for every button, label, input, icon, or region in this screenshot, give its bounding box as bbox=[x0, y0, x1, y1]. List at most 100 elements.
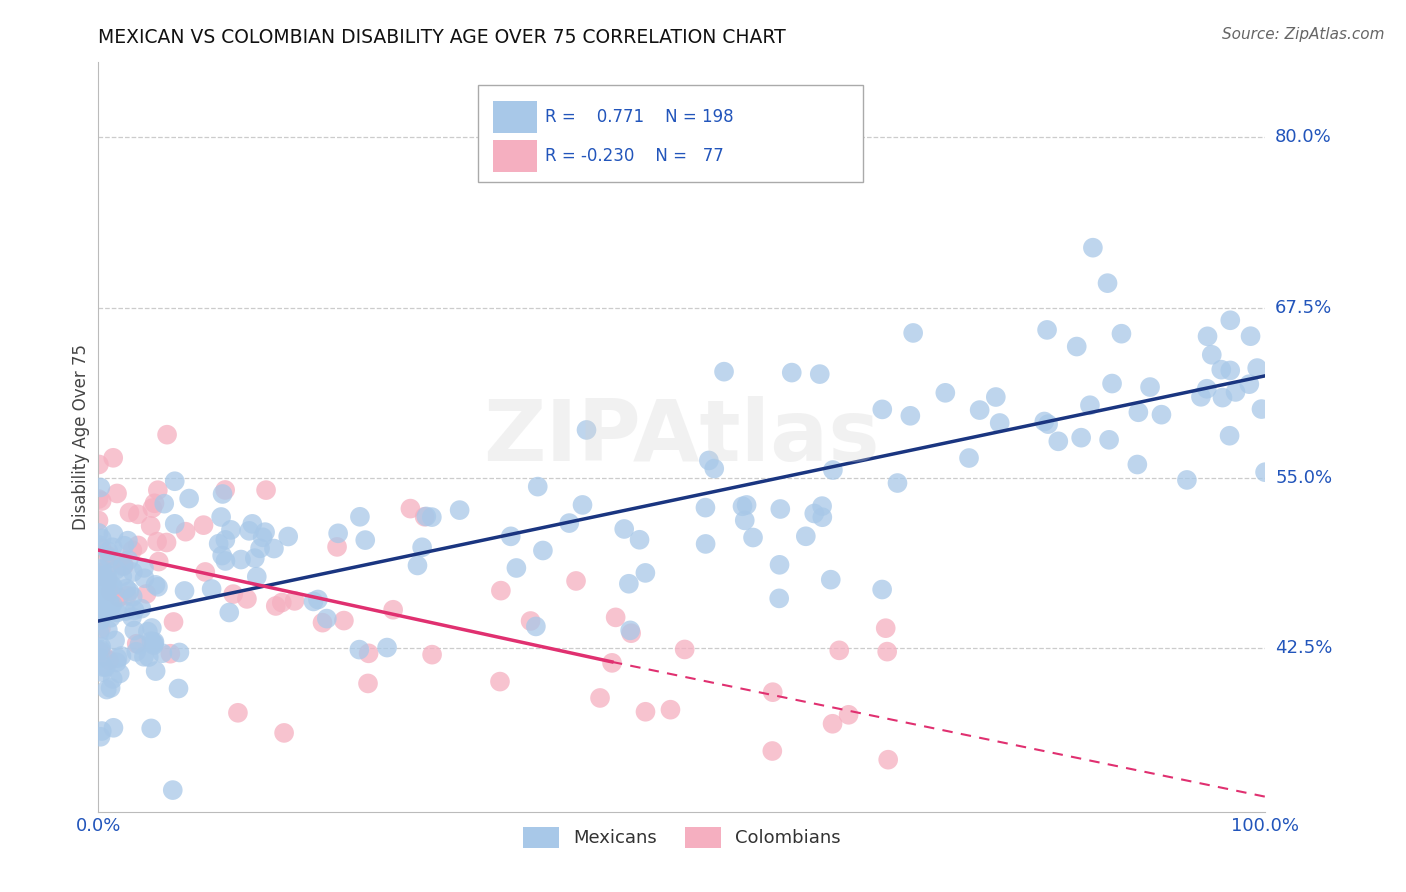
Point bbox=[957, 450, 980, 465]
Point bbox=[90, 622, 112, 636]
Point bbox=[98, 653, 121, 667]
Point bbox=[98, 584, 121, 599]
Point bbox=[349, 509, 371, 524]
Point bbox=[1239, 377, 1261, 392]
Point bbox=[90, 643, 112, 657]
Point bbox=[107, 651, 129, 665]
Point bbox=[575, 423, 598, 437]
Point bbox=[311, 615, 333, 630]
Point bbox=[101, 579, 124, 593]
Point bbox=[768, 558, 790, 572]
Point bbox=[179, 491, 201, 506]
Point bbox=[146, 483, 169, 498]
Point bbox=[104, 633, 127, 648]
Point bbox=[90, 494, 112, 508]
Point bbox=[589, 690, 612, 705]
Point bbox=[1078, 398, 1101, 412]
Point bbox=[97, 544, 120, 558]
Point bbox=[117, 553, 139, 567]
Point bbox=[613, 522, 636, 536]
Point bbox=[194, 565, 217, 579]
Point bbox=[143, 496, 166, 510]
Point bbox=[254, 483, 277, 497]
Point bbox=[811, 510, 834, 524]
Point bbox=[105, 606, 128, 620]
Point bbox=[101, 598, 124, 612]
Point bbox=[382, 603, 405, 617]
Point bbox=[969, 403, 991, 417]
Point bbox=[218, 606, 240, 620]
Point bbox=[768, 591, 790, 606]
Point bbox=[1101, 376, 1123, 391]
Point bbox=[138, 650, 160, 665]
Point bbox=[98, 595, 121, 609]
Point bbox=[162, 615, 184, 629]
Point bbox=[118, 506, 141, 520]
Point bbox=[89, 651, 111, 665]
Point bbox=[263, 541, 285, 556]
Point bbox=[1036, 323, 1059, 337]
Point bbox=[489, 674, 512, 689]
Text: 67.5%: 67.5% bbox=[1275, 299, 1333, 317]
Point bbox=[673, 642, 696, 657]
Point bbox=[240, 516, 263, 531]
Point bbox=[112, 539, 135, 553]
Point bbox=[499, 529, 522, 543]
Point bbox=[93, 660, 115, 674]
Point bbox=[659, 703, 682, 717]
Point bbox=[735, 498, 758, 512]
Point bbox=[713, 365, 735, 379]
Point bbox=[870, 582, 893, 597]
Point bbox=[96, 567, 118, 582]
Point bbox=[87, 458, 110, 472]
Point bbox=[249, 541, 271, 556]
Point bbox=[150, 646, 173, 660]
Point bbox=[87, 525, 110, 540]
Point bbox=[97, 549, 120, 563]
Point bbox=[803, 507, 825, 521]
Point bbox=[1211, 391, 1233, 405]
Point bbox=[112, 558, 135, 573]
Point bbox=[254, 525, 277, 540]
FancyBboxPatch shape bbox=[494, 102, 537, 133]
Point bbox=[605, 610, 627, 624]
Point bbox=[167, 681, 190, 696]
Point bbox=[1098, 433, 1121, 447]
Point bbox=[128, 638, 150, 652]
Point bbox=[93, 649, 115, 664]
Point bbox=[1219, 313, 1241, 327]
Point bbox=[326, 540, 349, 554]
Point bbox=[105, 486, 128, 500]
Point bbox=[94, 605, 117, 619]
Point bbox=[697, 453, 720, 467]
Point bbox=[619, 624, 641, 638]
Point bbox=[1197, 329, 1219, 343]
Point bbox=[89, 644, 111, 658]
Point bbox=[211, 487, 233, 501]
Point bbox=[107, 591, 129, 605]
Point bbox=[96, 682, 118, 697]
Point bbox=[124, 624, 146, 638]
Point bbox=[136, 624, 159, 639]
Point bbox=[886, 476, 908, 491]
Point bbox=[163, 475, 186, 489]
Point bbox=[1111, 326, 1133, 341]
FancyBboxPatch shape bbox=[478, 85, 863, 182]
Point bbox=[277, 529, 299, 543]
Point bbox=[1189, 390, 1212, 404]
Point bbox=[284, 594, 307, 608]
Point bbox=[273, 726, 295, 740]
Point bbox=[214, 533, 236, 547]
Text: Source: ZipAtlas.com: Source: ZipAtlas.com bbox=[1222, 27, 1385, 42]
Point bbox=[153, 497, 176, 511]
Point bbox=[146, 534, 169, 549]
Point bbox=[270, 596, 292, 610]
Point bbox=[333, 614, 356, 628]
Point bbox=[127, 538, 149, 552]
Point bbox=[103, 527, 125, 541]
Point bbox=[531, 543, 554, 558]
Point bbox=[100, 599, 122, 613]
Point bbox=[820, 573, 842, 587]
Point bbox=[121, 590, 143, 604]
Text: 42.5%: 42.5% bbox=[1275, 640, 1333, 657]
